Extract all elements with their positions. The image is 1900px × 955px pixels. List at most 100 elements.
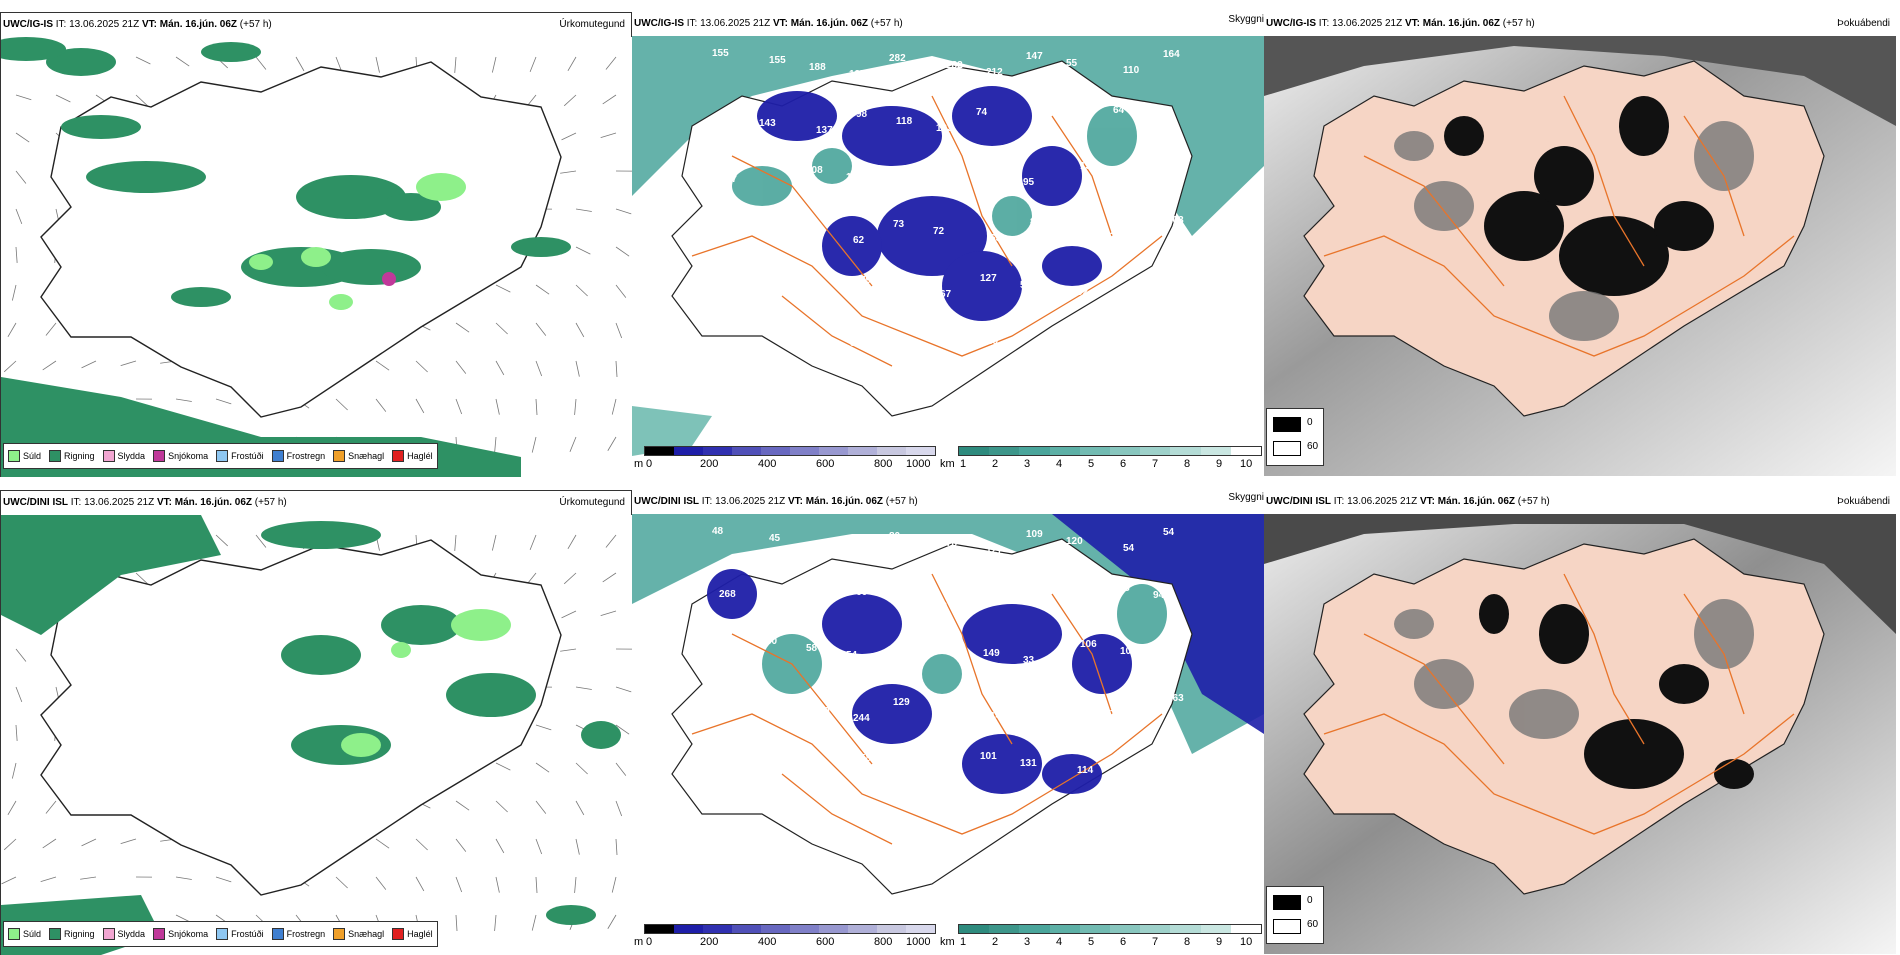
visibility-value-label: 59: [1117, 749, 1129, 760]
visibility-value-label: 94: [1153, 590, 1165, 601]
visibility-value-label: 45: [769, 533, 781, 544]
visibility-value-label: 164: [1163, 49, 1180, 60]
visibility-value-label: 137: [816, 125, 833, 136]
precip-map[interactable]: Súld Rigning Slydda Snjókoma Frostúði Fr…: [1, 37, 633, 477]
visibility-value-label: 116: [1160, 175, 1177, 186]
visibility-panel: UWC/DINI ISL IT: 13.06.2025 21Z VT: Mán.…: [632, 490, 1264, 955]
visibility-value-label: 61: [1153, 112, 1165, 123]
panel-title: Þokuábendi: [1837, 496, 1890, 507]
fog-map[interactable]: 0 60: [1264, 36, 1896, 476]
panel-header: UWC/IG-IS IT: 13.06.2025 21Z VT: Mán. 16…: [634, 18, 903, 29]
visibility-value-label: 49: [987, 336, 999, 347]
visibility-value-label: 111: [849, 547, 865, 558]
precip-map[interactable]: Súld Rigning Slydda Snjókoma Frostúði Fr…: [1, 515, 633, 955]
precip-type-panel: UWC/IG-IS IT: 13.06.2025 21Z VT: Mán. 16…: [0, 12, 632, 477]
panel-title: Úrkomutegund: [559, 19, 625, 30]
visibility-value-label: 129: [893, 697, 910, 708]
visibility-value-label: 60: [766, 636, 778, 647]
fog-panel: UWC/IG-IS IT: 13.06.2025 21Z VT: Mán. 16…: [1264, 12, 1896, 477]
visibility-value-label: 127: [980, 273, 997, 284]
fog-map[interactable]: 0 60: [1264, 514, 1896, 954]
visibility-value-label: 65: [1070, 702, 1082, 713]
visibility-value-label: 73: [893, 219, 905, 230]
precip-legend: Súld Rigning Slydda Snjókoma Frostúði Fr…: [3, 443, 438, 469]
visibility-value-label: 107: [1030, 695, 1047, 706]
visibility-value-label: 147: [1026, 51, 1043, 62]
fog-legend: 0 60: [1266, 408, 1324, 466]
visibility-value-label: 131: [1020, 758, 1037, 769]
legend-item: Frostúði: [216, 450, 264, 462]
visibility-value-label: 155: [712, 48, 729, 59]
visibility-value-label: 114: [1077, 765, 1094, 776]
visibility-value-label: 120: [723, 277, 740, 288]
legend-item: Frostregn: [272, 928, 326, 940]
visibility-value-label: 44: [890, 345, 902, 356]
legend-item: Snjókoma: [153, 928, 208, 940]
visibility-value-label: 57: [1020, 280, 1032, 291]
visibility-value-label: 54: [1163, 527, 1175, 538]
visibility-value-label: 103: [936, 123, 953, 134]
visibility-value-label: 101: [980, 751, 997, 762]
legend-item: Slydda: [103, 450, 146, 462]
panel-header: UWC/IG-IS IT: 13.06.2025 21Z VT: Mán. 16…: [3, 19, 272, 30]
visibility-value-label: 55: [1066, 58, 1078, 69]
visibility-value-label: 134: [943, 163, 960, 174]
visibility-value-label: 139: [1080, 161, 1097, 172]
visibility-value-label: 105: [770, 324, 787, 335]
height-colorbar: m 0 200 400 600 800 1000: [634, 446, 934, 472]
visibility-colorbar: km 1 2 3 4 5 6 7 8 9 10: [940, 446, 1262, 472]
panel-title: Skyggni: [1228, 492, 1264, 503]
legend-item: Frostúði: [216, 928, 264, 940]
panel-title: Þokuábendi: [1837, 18, 1890, 29]
legend-item: Snæhagl: [333, 928, 384, 940]
visibility-value-label: 118: [896, 116, 913, 127]
visibility-value-label: 140: [990, 711, 1007, 722]
visibility-value-label: 72: [933, 226, 945, 237]
visibility-value-label: 129: [813, 706, 830, 717]
visibility-value-label: 244: [853, 713, 870, 724]
visibility-value-label: 78: [946, 538, 958, 549]
visibility-value-label: 240: [983, 170, 1000, 181]
visibility-value-label: 127: [986, 545, 1003, 556]
visibility-value-label: 97: [766, 158, 778, 169]
visibility-panel: UWC/IG-IS IT: 13.06.2025 21Z VT: Mán. 16…: [632, 12, 1264, 477]
visibility-value-label: 51: [1117, 271, 1129, 282]
visibility-value-label: 92: [723, 755, 735, 766]
visibility-value-label: 282: [946, 60, 963, 71]
visibility-value-label: 87: [900, 760, 912, 771]
visibility-value-label: 59: [1027, 343, 1039, 354]
visibility-value-label: 282: [889, 53, 906, 64]
visibility-value-label: 127: [849, 69, 866, 80]
visibility-value-label: 92: [1077, 287, 1089, 298]
legend-item: Haglél: [392, 928, 433, 940]
legend-item: Rigning: [49, 928, 95, 940]
visibility-value-label: 109: [1026, 529, 1043, 540]
fog-legend: 0 60: [1266, 886, 1324, 944]
legend-item: Frostregn: [272, 450, 326, 462]
visibility-value-label: 188: [809, 62, 826, 73]
visibility-value-label: 208: [1110, 231, 1127, 242]
visibility-value-label: 257: [759, 596, 776, 607]
visibility-value-label: 77: [716, 692, 728, 703]
visibility-value-label: 212: [986, 67, 1003, 78]
visibility-value-label: 52: [813, 228, 825, 239]
panel-header: UWC/IG-IS IT: 13.06.2025 21Z VT: Mán. 16…: [1266, 18, 1535, 29]
legend-item: Slydda: [103, 928, 146, 940]
legend-item: Snjókoma: [153, 450, 208, 462]
visibility-value-label: 79: [860, 275, 872, 286]
panel-header: UWC/DINI ISL IT: 13.06.2025 21Z VT: Mán.…: [634, 496, 918, 507]
panel-title: Skyggni: [1228, 14, 1264, 25]
visibility-value-label: 89: [756, 221, 768, 232]
visibility-value-label: 110: [756, 699, 773, 710]
visibility-value-label: 149: [983, 648, 1000, 659]
visibility-value-label: 62: [853, 235, 865, 246]
visibility-value-label: 74: [976, 107, 988, 118]
visibility-value-label: 155: [769, 55, 786, 66]
visibility-value-label: 82: [1030, 217, 1042, 228]
visibility-value-label: 248: [1113, 583, 1130, 594]
legend-item: Súld: [8, 450, 41, 462]
visibility-value-label: 59: [713, 340, 725, 351]
visibility-value-label: 64: [763, 762, 775, 773]
